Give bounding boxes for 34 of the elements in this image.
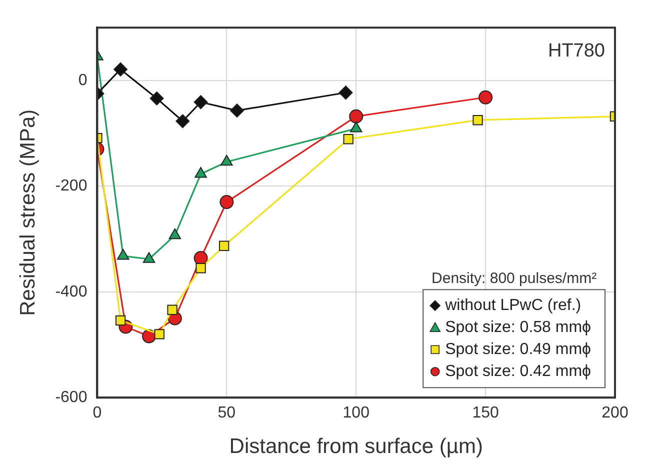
x-tick-label: 100 — [342, 404, 370, 422]
legend-label: Spot size: 0.49 mmϕ — [445, 341, 592, 358]
point — [472, 115, 483, 126]
point — [349, 109, 364, 124]
x-tick-label: 200 — [602, 404, 628, 422]
legend-label: without LPwC (ref.) — [444, 297, 582, 314]
point — [196, 263, 206, 274]
x-tick-label: 0 — [92, 404, 102, 422]
legend-label: Spot size: 0.42 mmϕ — [445, 363, 592, 380]
point — [343, 134, 354, 144]
point — [194, 167, 207, 178]
point — [115, 315, 126, 326]
point — [194, 95, 208, 110]
y-tick-label: -400 — [55, 283, 88, 300]
point — [154, 329, 164, 340]
point — [478, 90, 493, 104]
annotation: HT780 — [548, 40, 605, 62]
point — [167, 304, 178, 315]
x-axis-title: Distance from surface (µm) — [229, 435, 483, 458]
y-tick-label: 0 — [78, 72, 88, 89]
point — [338, 86, 353, 100]
point — [114, 62, 128, 76]
point — [176, 114, 190, 128]
y-tick-label: -200 — [55, 178, 88, 195]
legend-label: Spot size: 0.58 mmϕ — [445, 319, 592, 336]
y-axis-title: Residual stress (MPa) — [16, 109, 40, 316]
y-tick-label: -600 — [55, 389, 88, 406]
point — [230, 104, 244, 118]
point — [220, 195, 234, 210]
x-tick-label: 150 — [472, 404, 499, 422]
point — [150, 91, 164, 106]
point — [218, 240, 230, 251]
legend-title: Density: 800 pulses/mm² — [432, 270, 597, 288]
x-tick-label: 50 — [218, 404, 236, 422]
